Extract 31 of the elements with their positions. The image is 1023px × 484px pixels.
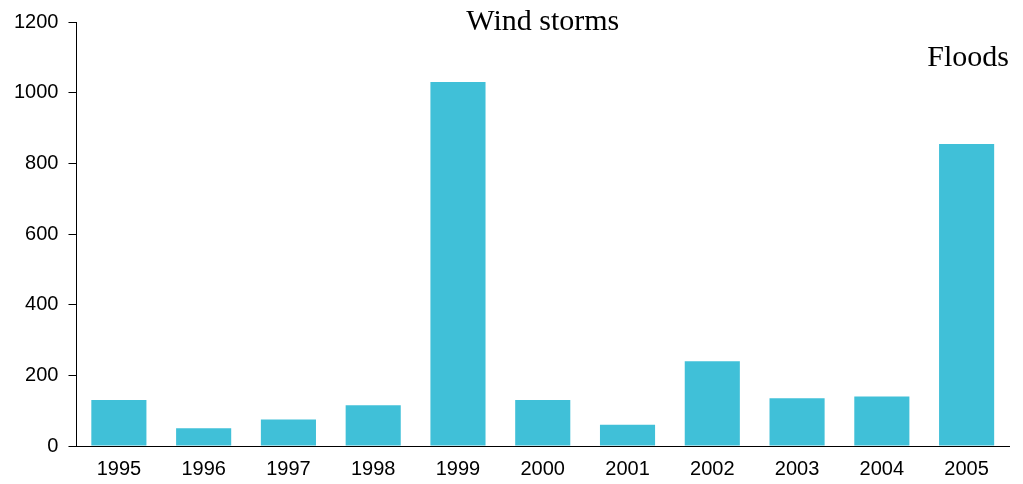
bar [345, 405, 401, 446]
y-tick-label: 200 [25, 362, 59, 385]
x-tick-label: 2001 [605, 456, 650, 479]
bar [599, 424, 656, 446]
bar [854, 396, 910, 446]
y-tick-label: 600 [25, 221, 59, 244]
bar [684, 361, 740, 446]
y-tick-label: 400 [25, 292, 59, 315]
y-tick-label: 0 [47, 433, 59, 456]
x-tick-label: 1996 [181, 456, 226, 479]
bar [769, 398, 825, 446]
x-tick-label: 2004 [859, 456, 905, 479]
bar [176, 428, 232, 446]
bar [91, 400, 147, 446]
annotation: Floods [927, 38, 1009, 72]
bar [260, 419, 316, 446]
x-tick-label: 1997 [266, 456, 311, 479]
x-tick-label: 1995 [96, 456, 142, 479]
bar [515, 400, 571, 446]
x-tick-label: 1999 [435, 456, 481, 479]
annotation: Wind storms [466, 2, 620, 36]
x-tick-label: 2000 [520, 456, 565, 479]
y-tick-label: 800 [25, 150, 59, 173]
bar [430, 82, 486, 446]
y-tick-label: 1000 [13, 80, 59, 103]
bar [939, 143, 995, 446]
x-tick-label: 2002 [690, 456, 735, 479]
x-tick-label: 2003 [774, 456, 820, 479]
x-tick-label: 2005 [944, 456, 989, 479]
y-tick-label: 1200 [13, 9, 59, 32]
x-tick-label: 1998 [350, 456, 396, 479]
